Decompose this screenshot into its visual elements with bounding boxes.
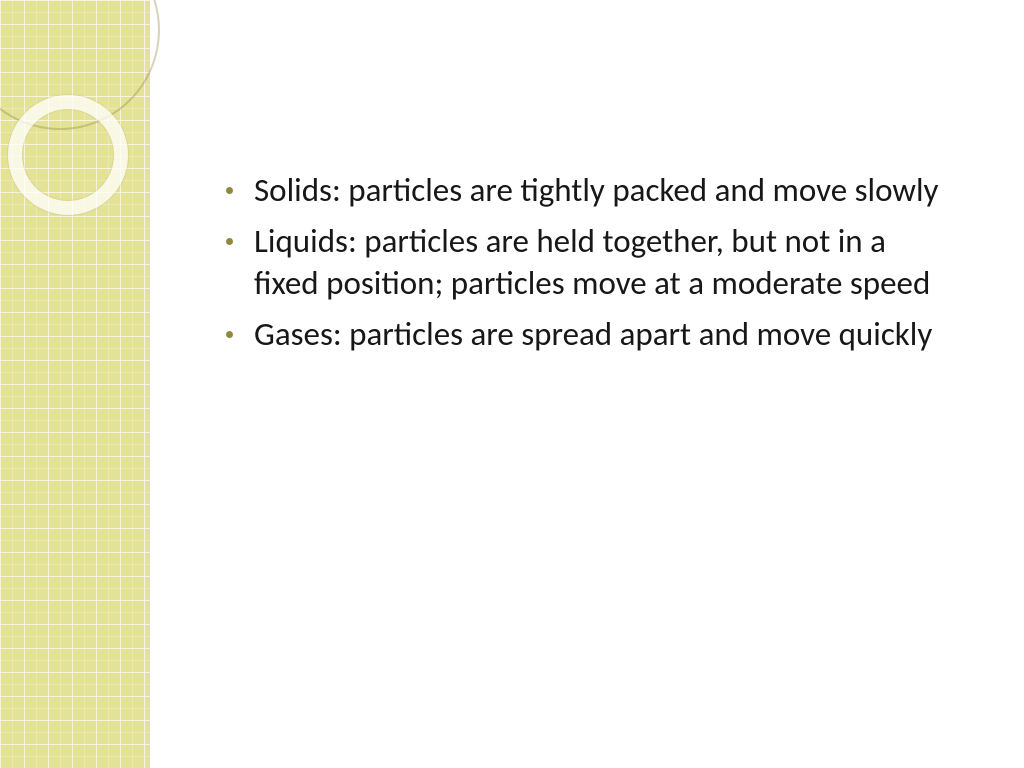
decorative-sidebar	[0, 0, 150, 768]
decorative-circle-small	[8, 95, 128, 215]
bullet-list: Solids: particles are tightly packed and…	[220, 170, 940, 355]
slide-content: Solids: particles are tightly packed and…	[220, 170, 940, 365]
list-item: Gases: particles are spread apart and mo…	[220, 314, 940, 355]
list-item: Solids: particles are tightly packed and…	[220, 170, 940, 211]
list-item: Liquids: particles are held together, bu…	[220, 221, 940, 304]
